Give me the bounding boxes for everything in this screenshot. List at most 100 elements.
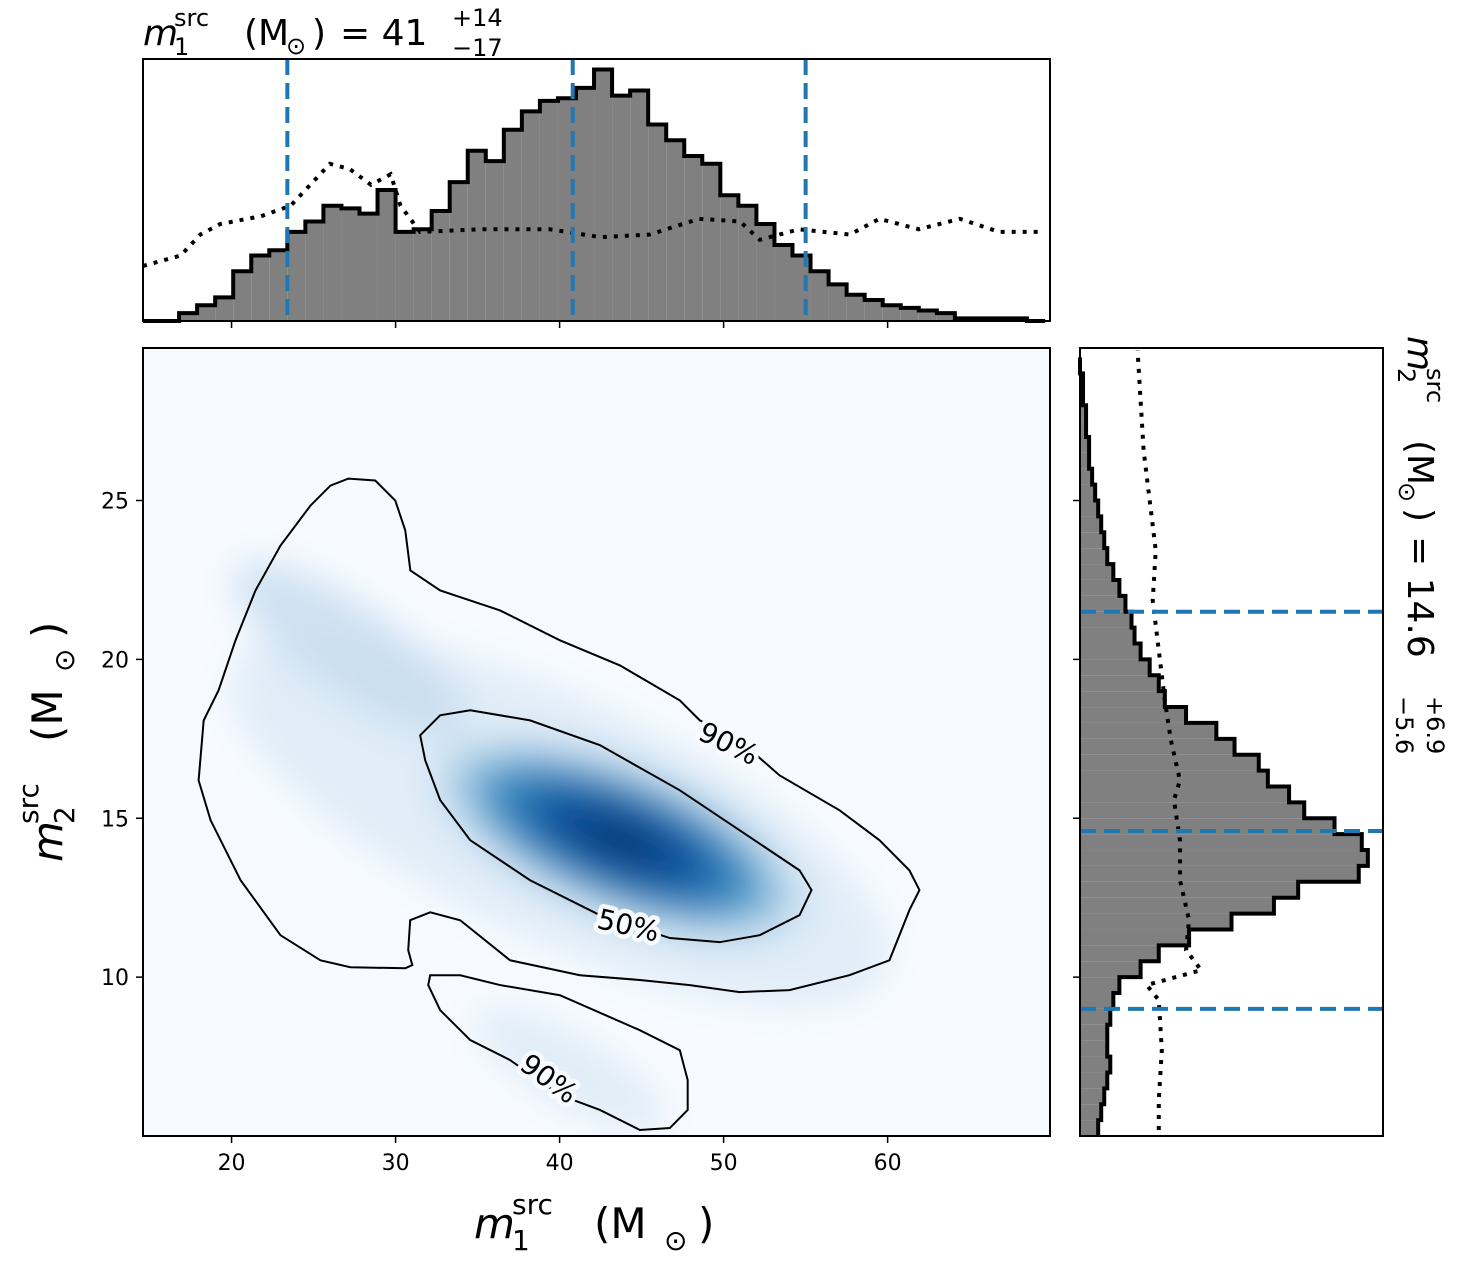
xlabel-unit-sub: ⊙ — [664, 1224, 687, 1257]
top-title: m src 1 (M ⊙ ) = 41 +14 −17 — [143, 4, 503, 62]
hist-bar — [1080, 945, 1159, 962]
hist-bar — [233, 271, 252, 321]
hist-bar — [449, 182, 468, 321]
hist-bar — [1080, 834, 1362, 851]
hist-bar — [1080, 802, 1305, 819]
contour-line — [419, 709, 813, 944]
title-var: m — [143, 13, 178, 54]
title-unit-sub: ⊙ — [286, 32, 306, 60]
hist-bar — [1080, 611, 1132, 628]
hist-bar — [1080, 786, 1290, 803]
y-tick-label: 25 — [101, 490, 129, 515]
hist-bar — [1080, 993, 1114, 1009]
x-tick-label: 30 — [382, 1151, 410, 1176]
hist-bar — [215, 297, 234, 321]
title-close: ) — [312, 13, 326, 54]
hist-bar — [1080, 1088, 1105, 1105]
hist-bar — [1080, 961, 1141, 978]
hist-bar — [1080, 1072, 1108, 1089]
hist-bar — [1080, 977, 1120, 994]
xlabel-close: ) — [698, 1199, 714, 1248]
hist-bar — [1080, 1024, 1108, 1041]
x-tick-label: 20 — [218, 1151, 246, 1176]
hist-bar — [395, 231, 414, 321]
hist-bar — [1080, 595, 1126, 612]
axes-frame — [142, 347, 1051, 1137]
hist-bar — [485, 161, 504, 321]
hist-bar — [702, 163, 721, 321]
hist-bar — [882, 305, 901, 321]
title-minus: −17 — [452, 34, 503, 62]
xlabel-unit: (M — [594, 1199, 647, 1248]
hist-bar — [269, 250, 288, 321]
hist-bar — [828, 284, 847, 321]
title-value: = 41 — [340, 13, 427, 54]
y-tick-label: 15 — [101, 807, 129, 832]
hist-bar — [612, 95, 631, 322]
hist-bar — [413, 229, 432, 321]
hist-bar — [648, 124, 667, 321]
x-tick-label: 50 — [710, 1151, 738, 1176]
hist-bar — [521, 111, 540, 322]
hist-bar — [1080, 643, 1141, 660]
hist-bar — [1080, 468, 1093, 485]
hist-bar — [918, 310, 937, 321]
ylabel-sup: src — [12, 783, 45, 824]
hist-bar — [774, 245, 793, 321]
ylabel-sub: 2 — [48, 806, 81, 824]
hist-bar — [1080, 1040, 1108, 1057]
hist-bar — [1080, 913, 1232, 930]
hist-bar — [900, 307, 919, 321]
hist-bar — [594, 69, 613, 321]
rtitle-plus: +6.9 — [1421, 696, 1449, 754]
hist-bar — [1080, 532, 1105, 549]
hist-bar — [1080, 484, 1096, 501]
hist-bar — [251, 255, 270, 321]
title-sup: src — [174, 4, 209, 32]
x-tick-label: 40 — [546, 1151, 574, 1176]
rtitle-sub: 2 — [1392, 368, 1420, 383]
rtitle-unit: (M — [1399, 440, 1440, 485]
hist-bar — [1080, 738, 1235, 755]
rtitle-sup: src — [1421, 368, 1449, 403]
contour-line — [197, 477, 921, 994]
x-tick-label: 60 — [874, 1151, 902, 1176]
hist-bar — [1080, 881, 1299, 898]
hist-bar — [630, 90, 649, 321]
title-unit: (M — [244, 13, 289, 54]
hist-bar — [1080, 897, 1274, 914]
hist-bar — [1080, 850, 1368, 866]
hist-bar — [810, 271, 829, 321]
ylabel-close: ) — [23, 622, 72, 638]
hist-bar — [864, 300, 883, 321]
hist-bar — [1080, 691, 1165, 708]
hist-bar — [431, 210, 450, 321]
hist-bar — [1080, 1120, 1099, 1136]
y-tick-label: 10 — [101, 966, 129, 991]
ylabel-unit-sub: ⊙ — [48, 649, 81, 672]
title-sub: 1 — [174, 33, 189, 61]
hist-bar — [1080, 405, 1087, 422]
hist-bar — [1080, 579, 1120, 596]
hist-bar — [792, 255, 811, 321]
xlabel-sub: 1 — [512, 1224, 530, 1257]
hist-bar — [467, 150, 486, 321]
hist-bar — [1080, 770, 1268, 787]
hist-bar — [720, 195, 739, 321]
rtitle-minus: −5.6 — [1390, 696, 1418, 754]
hist-bar — [341, 208, 360, 321]
title-plus: +14 — [452, 4, 503, 32]
hist-bar — [179, 313, 198, 321]
rtitle-var: m — [1399, 336, 1440, 371]
y-tick-label: 20 — [101, 648, 129, 673]
hist-bar — [1080, 421, 1087, 437]
hist-bar — [1080, 722, 1217, 739]
hist-bar — [1080, 1104, 1102, 1121]
hist-bar — [197, 305, 216, 321]
hist-bar — [1080, 675, 1159, 692]
ylabel-unit: (M — [23, 689, 72, 742]
hist-bar — [1080, 548, 1108, 565]
rtitle-close: ) — [1399, 508, 1440, 522]
hist-bar — [1080, 1008, 1111, 1025]
